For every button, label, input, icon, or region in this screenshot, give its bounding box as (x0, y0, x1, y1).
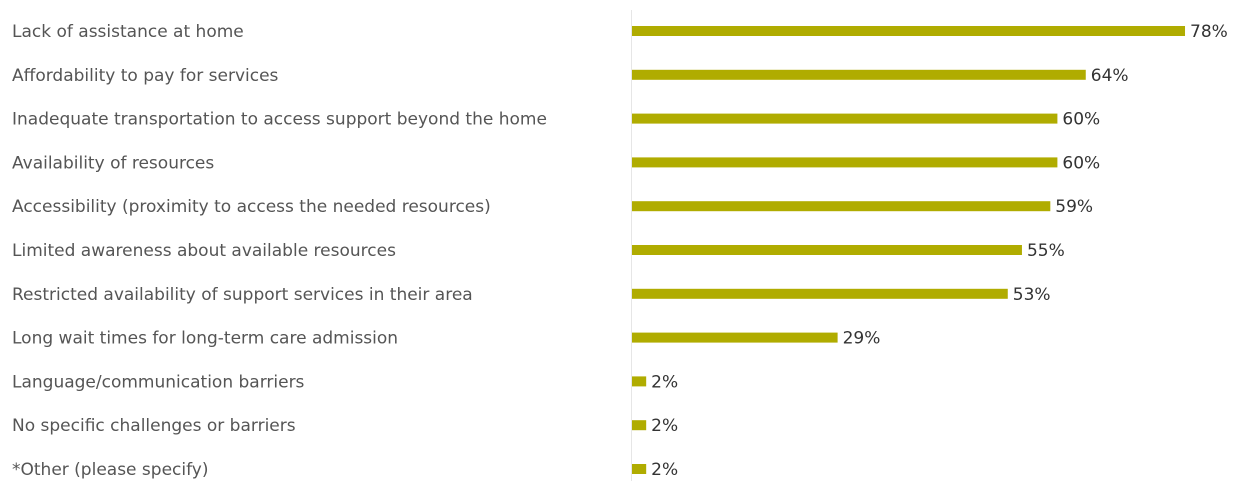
category-label: *Other (please specify) (12, 460, 208, 480)
bar (632, 332, 838, 343)
bar (632, 245, 1022, 255)
value-label: 64% (1091, 66, 1129, 86)
bar (632, 376, 647, 387)
value-label: 2% (651, 416, 678, 436)
bar (632, 69, 1086, 80)
value-label: 2% (651, 372, 678, 392)
category-label: No specific challenges or barriers (12, 416, 296, 436)
category-label: Accessibility (proximity to access the n… (12, 197, 491, 217)
bar (632, 157, 1058, 168)
category-label: Long wait times for long-term care admis… (12, 329, 398, 349)
bar (632, 26, 1186, 36)
value-label: 78% (1190, 22, 1228, 42)
value-label: 55% (1027, 241, 1065, 261)
bar (632, 113, 1058, 124)
value-label: 53% (1013, 285, 1051, 305)
category-label: Inadequate transportation to access supp… (12, 110, 547, 130)
bar (632, 201, 1051, 212)
category-label: Limited awareness about available resour… (12, 241, 396, 261)
bar (632, 288, 1008, 299)
value-label: 59% (1055, 197, 1093, 217)
value-label: 60% (1062, 153, 1100, 173)
value-label: 60% (1062, 110, 1100, 130)
category-label: Lack of assistance at home (12, 22, 244, 42)
bar (632, 420, 647, 431)
value-label: 2% (651, 460, 678, 480)
category-label: Restricted availability of support servi… (12, 285, 473, 305)
category-label: Availability of resources (12, 153, 214, 173)
bar (632, 464, 647, 474)
category-label: Affordability to pay for services (12, 66, 279, 86)
category-label: Language/communication barriers (12, 372, 305, 392)
value-label: 29% (843, 329, 881, 349)
